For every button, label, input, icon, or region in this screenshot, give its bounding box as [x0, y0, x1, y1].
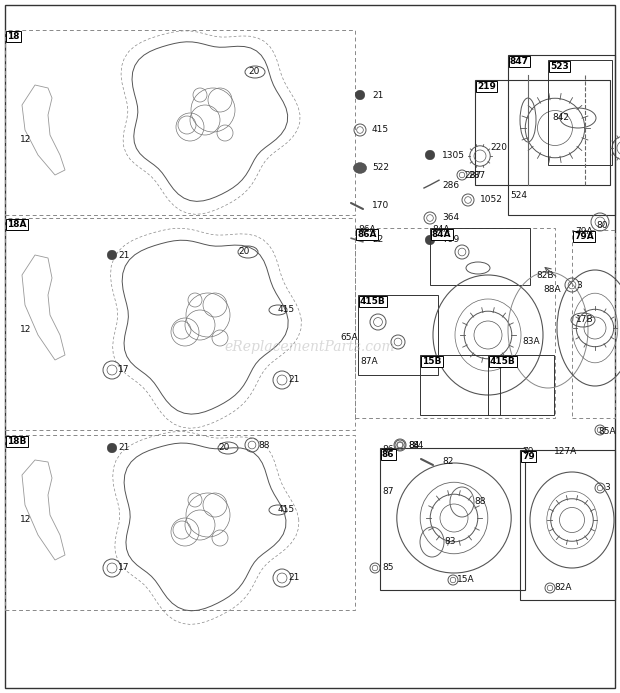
Text: 21: 21 [288, 376, 299, 385]
Text: 415: 415 [372, 125, 389, 134]
Text: 21: 21 [118, 250, 130, 259]
Text: 86A: 86A [357, 230, 376, 239]
Text: 1305: 1305 [442, 150, 465, 159]
Circle shape [107, 444, 117, 453]
Text: 12: 12 [20, 516, 32, 525]
Circle shape [355, 90, 365, 100]
Text: 85A: 85A [598, 428, 616, 437]
Text: 83: 83 [444, 538, 456, 547]
Text: 22: 22 [372, 236, 383, 245]
Text: 79A: 79A [574, 232, 594, 241]
Text: 287: 287 [468, 170, 485, 179]
Text: 3: 3 [576, 281, 582, 290]
Text: 21: 21 [288, 574, 299, 583]
Text: 415: 415 [278, 306, 295, 315]
Text: 219: 219 [477, 82, 496, 91]
Text: 87: 87 [382, 487, 394, 496]
Text: 20: 20 [248, 67, 259, 76]
Text: 15A: 15A [457, 575, 475, 584]
Text: 84A: 84A [432, 225, 450, 234]
Circle shape [425, 235, 435, 245]
Text: 364: 364 [442, 213, 459, 222]
Text: 88A: 88A [543, 286, 560, 295]
Text: 3: 3 [604, 484, 609, 493]
Ellipse shape [353, 163, 366, 173]
Text: 84: 84 [408, 441, 419, 450]
Text: 220: 220 [490, 143, 507, 152]
Text: 847: 847 [510, 57, 529, 66]
Text: 17: 17 [118, 365, 130, 374]
Text: 17B: 17B [576, 315, 593, 324]
Text: 84: 84 [412, 441, 423, 450]
Text: 287: 287 [464, 170, 481, 179]
Text: 88: 88 [258, 441, 270, 450]
Text: 20: 20 [218, 444, 229, 453]
Text: 88: 88 [474, 498, 485, 507]
Text: 415B: 415B [490, 357, 516, 366]
Text: 84: 84 [408, 441, 419, 450]
Text: 83A: 83A [522, 337, 539, 346]
Text: 18: 18 [7, 32, 19, 41]
Text: 79: 79 [522, 448, 533, 457]
Text: 12: 12 [20, 326, 32, 335]
Circle shape [107, 250, 117, 260]
Text: 79: 79 [522, 452, 534, 461]
Text: 170: 170 [372, 202, 389, 211]
Text: 799: 799 [442, 236, 459, 245]
Text: 86: 86 [382, 450, 394, 459]
Text: 127A: 127A [554, 448, 577, 457]
Text: 82A: 82A [554, 584, 572, 593]
Text: 21: 21 [118, 444, 130, 453]
Text: 524: 524 [510, 191, 527, 200]
Text: 20: 20 [238, 247, 249, 256]
Text: 86: 86 [382, 446, 394, 455]
Text: 86A: 86A [358, 225, 376, 234]
Text: 65A: 65A [340, 333, 358, 342]
Text: 21: 21 [372, 91, 383, 100]
Text: 17: 17 [118, 563, 130, 572]
Text: 85: 85 [382, 563, 394, 572]
Text: 286: 286 [442, 180, 459, 189]
Text: 522: 522 [372, 164, 389, 173]
Text: eReplacementParts.com: eReplacementParts.com [224, 340, 396, 353]
Text: 415B: 415B [360, 297, 386, 306]
Text: 82B: 82B [536, 270, 554, 279]
Text: 1052: 1052 [480, 195, 503, 204]
Text: 842: 842 [552, 114, 569, 123]
Text: 415: 415 [278, 505, 295, 514]
Text: 82: 82 [442, 457, 453, 466]
Text: 523: 523 [550, 62, 569, 71]
Text: 84A: 84A [432, 230, 451, 239]
Text: 18A: 18A [7, 220, 27, 229]
Text: 80: 80 [596, 220, 608, 229]
Text: 18B: 18B [7, 437, 27, 446]
Circle shape [425, 150, 435, 160]
Text: 87A: 87A [360, 358, 378, 367]
Text: 79A: 79A [575, 227, 593, 236]
Text: 15B: 15B [422, 357, 441, 366]
Text: 12: 12 [20, 136, 32, 145]
